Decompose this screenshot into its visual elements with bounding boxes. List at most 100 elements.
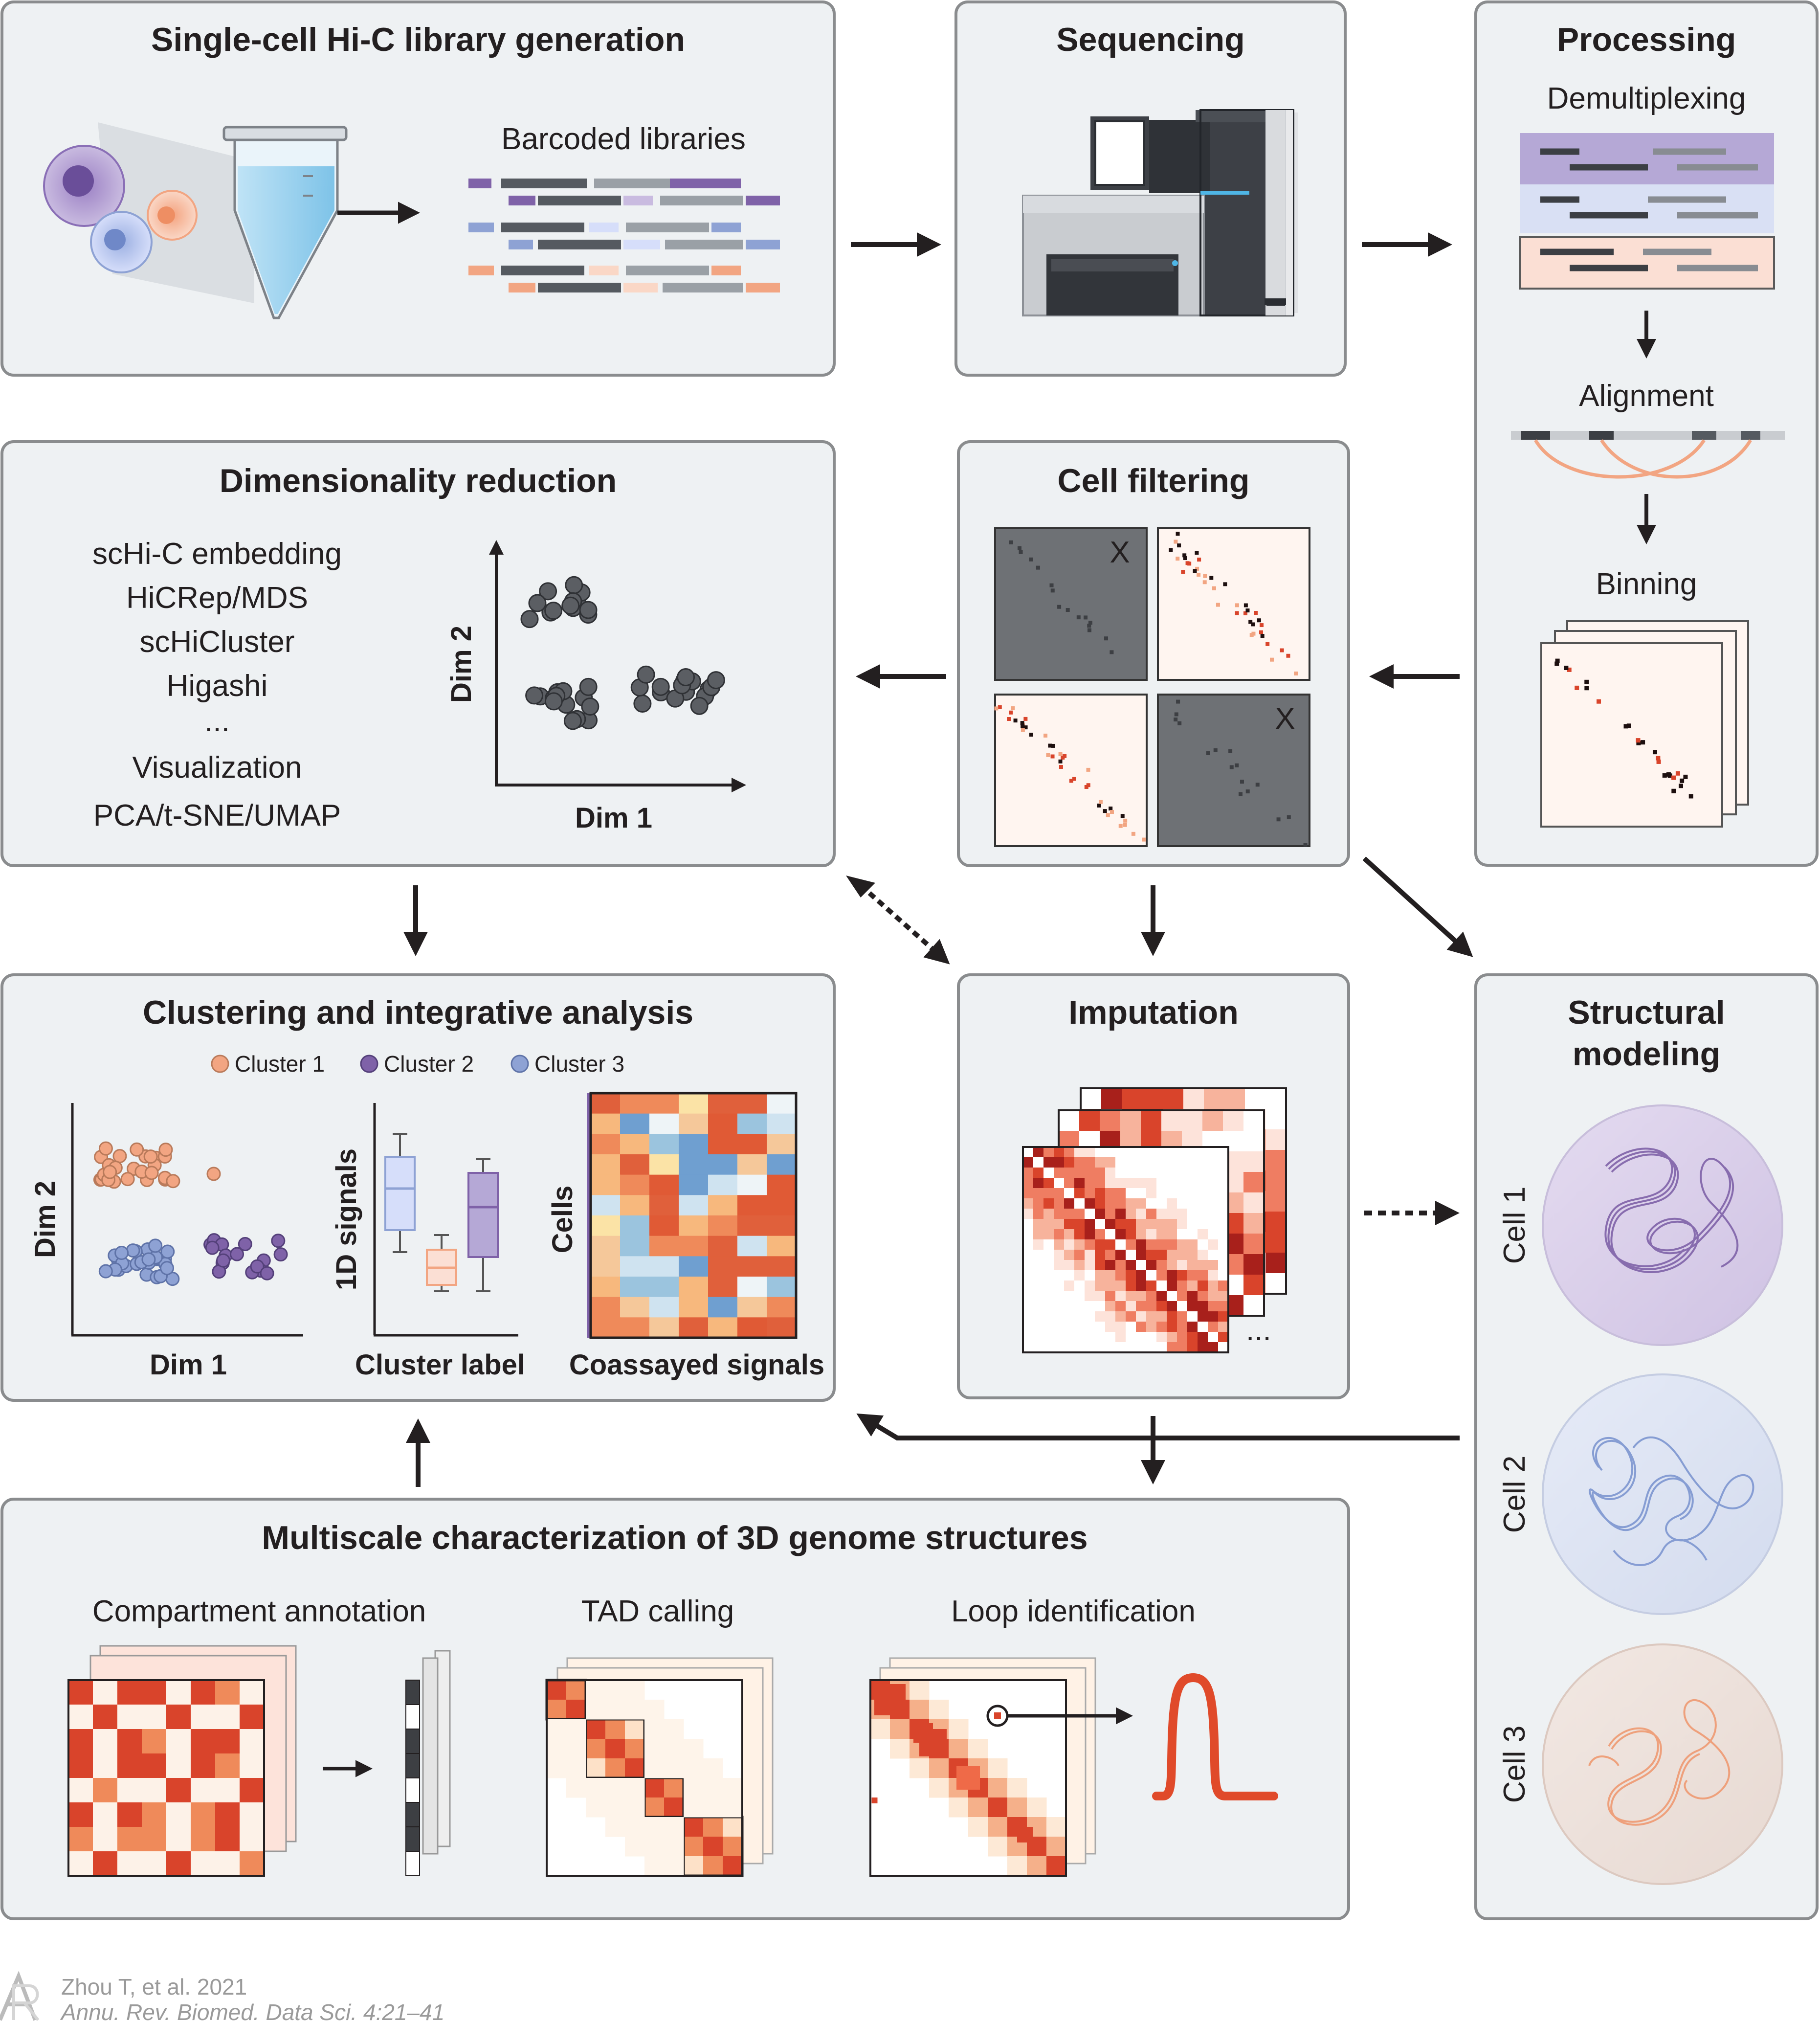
binned-contact: [1636, 738, 1641, 743]
imputed-cell: [1218, 1281, 1229, 1291]
imputed-cell: [1126, 1147, 1136, 1158]
filter-contact: [1023, 717, 1028, 721]
imputed-cell: [1136, 1198, 1147, 1209]
imputed-cell: [1146, 1311, 1157, 1322]
imputed-cell: [1033, 1209, 1044, 1219]
processing-panel: Processing Demultiplexing Alignmen: [1474, 0, 1819, 867]
method-0: scHi-C embedding: [92, 537, 342, 571]
imputed-cell: [1265, 1212, 1287, 1233]
imputed-cell: [1156, 1332, 1167, 1343]
imputed-cell: [1265, 1129, 1287, 1150]
loop-cell: [988, 1758, 1008, 1778]
loop-cell: [968, 1817, 988, 1837]
box-ylabel: 1D signals: [331, 1148, 362, 1290]
imputed-cell: [1023, 1342, 1034, 1353]
cluster-point: [260, 1266, 274, 1281]
filter-contact: [1106, 813, 1110, 817]
imputed-cell: [1126, 1342, 1136, 1353]
filter-contact: [1229, 765, 1234, 769]
imputed-cell: [1074, 1311, 1085, 1322]
imputed-cell: [1198, 1188, 1208, 1199]
filter-contact: [1276, 817, 1281, 822]
imputed-cell: [1146, 1281, 1157, 1291]
filter-contact: [1254, 611, 1258, 615]
imputed-cell: [1136, 1270, 1147, 1281]
heatmap-cell: [737, 1277, 767, 1298]
imputed-cell: [1033, 1229, 1044, 1240]
imputed-cell: [1208, 1188, 1219, 1199]
filtering-panel: Cell filtering X X: [957, 440, 1350, 867]
filter-contact: [1280, 648, 1284, 652]
filter-contact: [998, 705, 1002, 709]
heatmap-cell: [767, 1134, 797, 1155]
loop-cell: [871, 1797, 878, 1803]
compartment-cell: [142, 1802, 167, 1827]
imputed-cell: [1156, 1281, 1167, 1291]
cell-purple-icon: [43, 145, 125, 227]
imputed-cell: [1177, 1239, 1188, 1250]
tad-cell: [644, 1817, 665, 1837]
imputed-cell: [1079, 1110, 1100, 1131]
loop-cell: [910, 1680, 930, 1700]
imputed-cell: [1054, 1198, 1065, 1209]
imputed-cell: [1218, 1291, 1229, 1302]
filter-contact: [1185, 561, 1190, 565]
imputed-cell: [1074, 1322, 1085, 1332]
coassayed-heatmap: [587, 1093, 797, 1338]
imputed-cell: [1054, 1311, 1065, 1322]
filter-contact: [1183, 556, 1187, 561]
imputed-cell: [1095, 1291, 1106, 1302]
tad-cell: [625, 1837, 645, 1857]
imputed-cell: [1115, 1157, 1126, 1168]
filter-contact: [1251, 622, 1255, 627]
heatmap-cell: [708, 1277, 738, 1298]
tad-cell: [723, 1817, 743, 1837]
imputed-cell: [1146, 1239, 1157, 1250]
imputed-cell: [1177, 1157, 1188, 1168]
imputed-cell: [1115, 1332, 1126, 1343]
imputed-cell: [1105, 1198, 1116, 1209]
clustering-title: Clustering and integrative analysis: [143, 994, 693, 1031]
compartment-cell: [240, 1705, 265, 1730]
imputed-cell: [1243, 1295, 1265, 1316]
imputed-cell: [1167, 1322, 1177, 1332]
imputed-cell: [1043, 1250, 1054, 1260]
imputed-cell: [1218, 1219, 1229, 1230]
imputed-cell: [1043, 1147, 1054, 1158]
cluster-point: [273, 1247, 288, 1262]
imputed-cell: [1198, 1178, 1208, 1189]
imputed-cell: [1115, 1178, 1126, 1189]
compartment-cell: [166, 1778, 191, 1803]
imputed-cell: [1043, 1198, 1054, 1209]
imputed-cell: [1136, 1342, 1147, 1353]
imputed-cell: [1187, 1188, 1198, 1199]
tad-cell: [625, 1778, 645, 1798]
imputed-cell: [1054, 1281, 1065, 1291]
loop-cell: [1007, 1778, 1027, 1798]
imputation-more: ...: [1246, 1313, 1271, 1347]
imputed-cell: [1218, 1168, 1229, 1178]
imputed-cell: [1023, 1147, 1034, 1158]
modeling-title-2: modeling: [1573, 1035, 1720, 1073]
imputed-cell: [1177, 1168, 1188, 1178]
imputed-cell: [1023, 1281, 1034, 1291]
heatmap-cell: [708, 1093, 738, 1114]
imputed-cell: [1095, 1168, 1106, 1178]
filter-contact: [1059, 765, 1063, 769]
heatmap-cell: [679, 1236, 709, 1257]
filter-contact: [1255, 783, 1260, 787]
filter-contact: [1174, 717, 1178, 721]
imputed-cell: [1208, 1209, 1219, 1219]
binned-contact: [1641, 740, 1645, 745]
compartment-cell: [166, 1753, 191, 1778]
compartment-cell: [117, 1705, 142, 1730]
filter-contact: [1240, 780, 1244, 784]
filter-contact: [1176, 557, 1180, 561]
imputed-cell: [1198, 1168, 1208, 1178]
imputed-cell: [1218, 1157, 1229, 1168]
filter-contact: [1049, 583, 1054, 587]
imputed-cell: [1064, 1301, 1075, 1312]
imputed-cell: [1115, 1260, 1126, 1271]
imputed-cell: [1043, 1178, 1054, 1189]
compartment-cell: [166, 1851, 191, 1876]
